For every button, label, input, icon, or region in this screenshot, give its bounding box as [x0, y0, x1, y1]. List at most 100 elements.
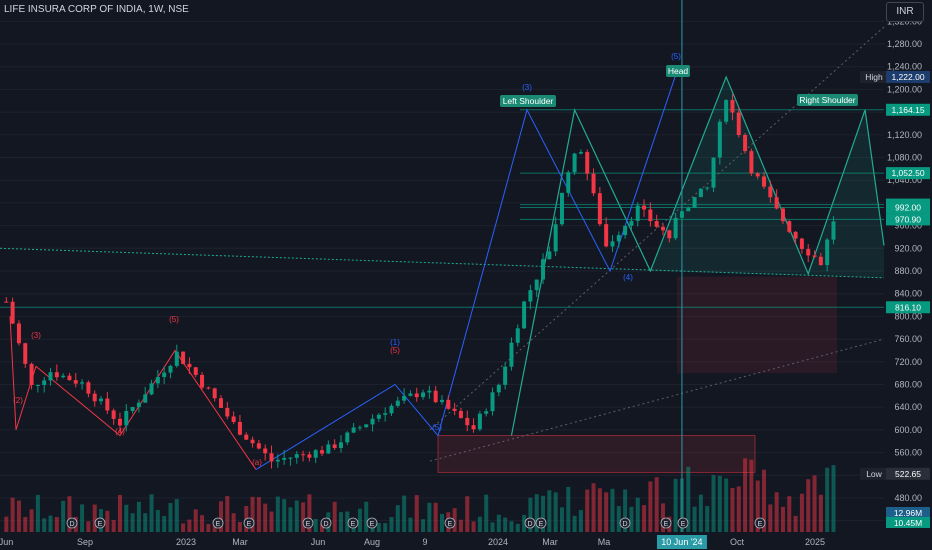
- event-marker-text: E: [216, 521, 221, 528]
- candle-body: [48, 372, 53, 381]
- event-marker: E: [660, 517, 672, 529]
- candle-body: [547, 251, 552, 260]
- price-zones: [437, 76, 884, 473]
- candle-body: [780, 208, 785, 222]
- candle-body: [787, 221, 792, 232]
- volume-bar: [768, 504, 773, 532]
- event-marker-text: E: [370, 521, 375, 528]
- candle-body: [515, 328, 520, 343]
- candle-body: [799, 238, 804, 249]
- volume-bar: [16, 500, 21, 532]
- candle-body: [559, 192, 564, 225]
- volume-bar: [282, 499, 287, 532]
- candle-body: [755, 173, 760, 177]
- wave-label: (5): [671, 52, 681, 61]
- currency-button[interactable]: INR: [886, 2, 924, 22]
- volume-bar: [762, 469, 767, 532]
- time-axis[interactable]: JunSep2023MarJunAug92024MarMaAugOct20251…: [0, 517, 825, 549]
- candle-body: [111, 410, 116, 419]
- time-tick: Ma: [598, 537, 611, 547]
- time-tick: 9: [422, 537, 427, 547]
- volume-label: 12.96M: [894, 508, 922, 518]
- volume-bar: [200, 515, 205, 532]
- candle-body: [717, 121, 722, 158]
- candle-body: [99, 398, 104, 402]
- candle-body: [642, 205, 647, 210]
- volume-bar: [812, 475, 817, 532]
- event-marker-circle: [535, 517, 547, 529]
- candle-body: [604, 224, 609, 247]
- volume-bar: [616, 506, 621, 532]
- volume-bar: [395, 505, 400, 532]
- time-tick: 2023: [176, 537, 196, 547]
- candle-body: [585, 152, 590, 174]
- candle-body: [345, 432, 350, 443]
- volume-bar: [610, 488, 615, 532]
- candle-body: [256, 443, 261, 449]
- event-marker-text: D: [622, 521, 627, 528]
- candle-body: [225, 407, 230, 417]
- time-tick: Jun: [311, 537, 326, 547]
- volume-bar: [408, 517, 413, 532]
- event-marker-text: E: [351, 521, 356, 528]
- volume-bar: [402, 495, 407, 532]
- volume-bar: [522, 514, 527, 532]
- volume-bar: [174, 499, 179, 532]
- event-marker-circle: [94, 517, 106, 529]
- candle-body: [23, 343, 28, 364]
- candle-body: [427, 390, 432, 393]
- candle-body: [421, 392, 426, 398]
- volume-bar: [572, 515, 577, 532]
- price-tick: 920.00: [894, 243, 922, 253]
- event-marker: E: [535, 517, 547, 529]
- time-tick: 2024: [488, 537, 508, 547]
- candle-body: [692, 197, 697, 208]
- left-shoulder-label: Left Shoulder: [500, 95, 556, 107]
- candle-body: [433, 390, 438, 403]
- time-tick: Jun: [0, 537, 13, 547]
- time-tick: Mar: [232, 537, 248, 547]
- volume-bar: [29, 509, 34, 532]
- volume-bar: [717, 475, 722, 532]
- wave-label: (2): [13, 396, 23, 405]
- candle-body: [29, 363, 34, 385]
- high-price-label-tag-bg: [860, 70, 888, 83]
- wave-label: (5): [169, 315, 179, 324]
- wave-label: (a): [252, 458, 262, 467]
- candle-body: [181, 351, 186, 364]
- price-axis[interactable]: 1,320.001,280.001,240.001,200.001,160.00…: [860, 16, 930, 528]
- volume-bar: [414, 495, 419, 532]
- volume-bar: [162, 516, 167, 532]
- volume-bar: [597, 488, 602, 532]
- volume-bar: [654, 477, 659, 532]
- volume-bar: [635, 497, 640, 532]
- candle-body: [711, 157, 716, 188]
- volume-bar: [288, 507, 293, 532]
- price-tick: 720.00: [894, 357, 922, 367]
- event-marker-circle: [754, 517, 766, 529]
- volume-bar: [320, 523, 325, 532]
- volume-bar: [389, 517, 394, 532]
- symbol-title[interactable]: LIFE INSURA CORP OF INDIA, 1W, NSE: [4, 4, 189, 15]
- volume-bar: [307, 494, 312, 532]
- event-marker-text: D: [69, 521, 74, 528]
- volume-bar: [831, 465, 836, 532]
- candle-body: [736, 112, 741, 136]
- candle-body: [408, 393, 413, 396]
- candle-body: [326, 444, 331, 454]
- time-tick: Aug: [364, 537, 380, 547]
- candle-body: [206, 387, 211, 389]
- candle-body: [136, 402, 141, 407]
- volume-bar: [338, 512, 343, 532]
- candle-body: [762, 176, 767, 187]
- volume-bar: [730, 488, 735, 532]
- volume-bar: [825, 467, 830, 532]
- event-marker: D: [66, 517, 78, 529]
- volume-bar: [547, 490, 552, 532]
- low-price-label-tag-bg: [860, 467, 888, 480]
- volume-bar: [149, 494, 154, 532]
- price-tick: 640.00: [894, 402, 922, 412]
- volume-bar: [692, 506, 697, 532]
- candle-body: [162, 372, 167, 377]
